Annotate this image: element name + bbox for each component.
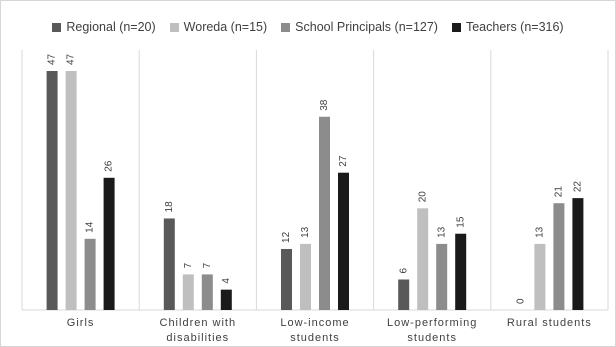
- category-label: Low-income: [280, 317, 349, 329]
- data-label: 47: [47, 53, 58, 65]
- legend-label-regional: Regional (n=20): [66, 20, 156, 34]
- data-label: 20: [417, 191, 428, 203]
- bar-teachers-3: [455, 233, 467, 310]
- category-label: students: [290, 332, 340, 344]
- bar-school-principals-4: [553, 203, 565, 310]
- bar-teachers-4: [572, 198, 584, 310]
- category-label: Children with: [160, 317, 237, 329]
- data-label: 6: [398, 267, 409, 273]
- data-label: 26: [104, 160, 115, 172]
- legend-swatch-teachers: [451, 22, 461, 32]
- data-label: 13: [436, 226, 447, 238]
- bar-regional-1: [163, 218, 175, 310]
- data-label: 7: [202, 262, 213, 268]
- data-label: 15: [455, 216, 466, 228]
- data-label: 13: [300, 226, 311, 238]
- legend-item-teachers: Teachers (n=316): [451, 20, 564, 34]
- bar-woreda-2: [300, 243, 311, 310]
- category-label: Rural students: [507, 317, 592, 329]
- bar-teachers-0: [103, 177, 115, 310]
- category-label: disabilities: [166, 332, 229, 344]
- data-label: 22: [573, 181, 584, 193]
- bar-woreda-4: [534, 243, 546, 310]
- bar-woreda-0: [65, 71, 77, 310]
- bar-regional-0: [46, 71, 58, 310]
- legend-swatch-woreda: [169, 22, 179, 32]
- legend-label-woreda: Woreda (n=15): [183, 20, 268, 34]
- legend-swatch-school-principals: [281, 22, 291, 32]
- bar-school-principals-2: [319, 116, 330, 310]
- data-label: 27: [338, 155, 349, 167]
- legend-swatch-regional: [52, 22, 62, 32]
- bar-woreda-1: [182, 274, 194, 310]
- data-label: 21: [554, 186, 565, 198]
- data-label: 0: [516, 298, 527, 304]
- legend-item-regional: Regional (n=20): [52, 20, 156, 34]
- bar-woreda-3: [417, 208, 429, 310]
- data-label: 18: [164, 201, 175, 213]
- data-label: 4: [221, 278, 232, 284]
- category-label: Low-performing: [387, 317, 477, 329]
- legend-label-teachers: Teachers (n=316): [465, 20, 564, 34]
- data-label: 38: [319, 99, 330, 111]
- bar-regional-3: [398, 279, 410, 310]
- data-label: 13: [535, 226, 546, 238]
- category-label: Girls: [67, 317, 95, 329]
- bar-teachers-1: [220, 289, 232, 310]
- legend-item-woreda: Woreda (n=15): [169, 20, 268, 34]
- legend-item-school-principals: School Principals (n=127): [281, 20, 438, 34]
- data-label: 47: [66, 53, 77, 65]
- legend: Regional (n=20) Woreda (n=15) School Pri…: [0, 20, 616, 34]
- data-label: 14: [85, 221, 96, 233]
- bar-regional-2: [281, 248, 292, 310]
- data-label: 12: [281, 231, 292, 243]
- legend-label-school-principals: School Principals (n=127): [295, 20, 438, 34]
- bar-teachers-2: [338, 172, 349, 310]
- bar-school-principals-1: [201, 274, 213, 310]
- bar-school-principals-0: [84, 238, 96, 310]
- data-label: 7: [183, 262, 194, 268]
- category-label: students: [407, 332, 457, 344]
- bar-school-principals-3: [436, 243, 448, 310]
